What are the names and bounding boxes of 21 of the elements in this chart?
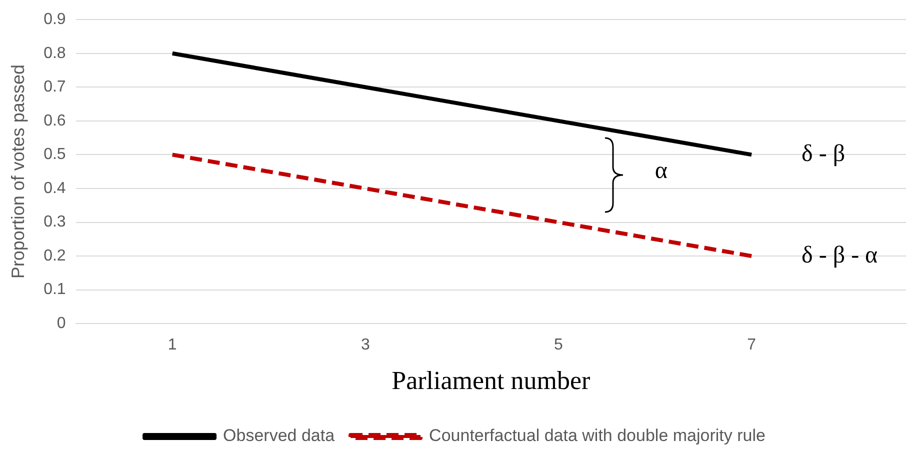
legend-label: Counterfactual data with double majority rule — [429, 426, 766, 446]
y-tick-label: 0.4 — [44, 180, 66, 197]
y-axis-title: Proportion of votes passed — [8, 64, 28, 279]
x-tick-label: 5 — [554, 336, 564, 354]
y-tick-label: 0.5 — [44, 146, 66, 164]
y-tick-label: 0.9 — [44, 11, 66, 28]
x-axis-title: Parliament number — [392, 366, 591, 396]
x-tick-label: 1 — [168, 336, 177, 354]
annotation: α — [654, 158, 668, 184]
legend-label: Observed data — [223, 426, 336, 446]
y-tick-label: 0.2 — [44, 247, 66, 264]
y-tick-label: 0.8 — [44, 44, 66, 62]
y-tick-label: 0.7 — [44, 78, 66, 96]
annotation: δ - β — [802, 141, 846, 168]
y-tick-label: 0.6 — [44, 112, 66, 130]
x-tick-label: 3 — [360, 336, 370, 354]
y-tick-label: 0 — [56, 315, 66, 332]
y-tick-label: 0.1 — [44, 281, 66, 298]
annotation: δ - β - α — [802, 242, 878, 268]
x-tick-label: 7 — [747, 336, 756, 354]
y-tick-label: 0.3 — [44, 214, 66, 231]
